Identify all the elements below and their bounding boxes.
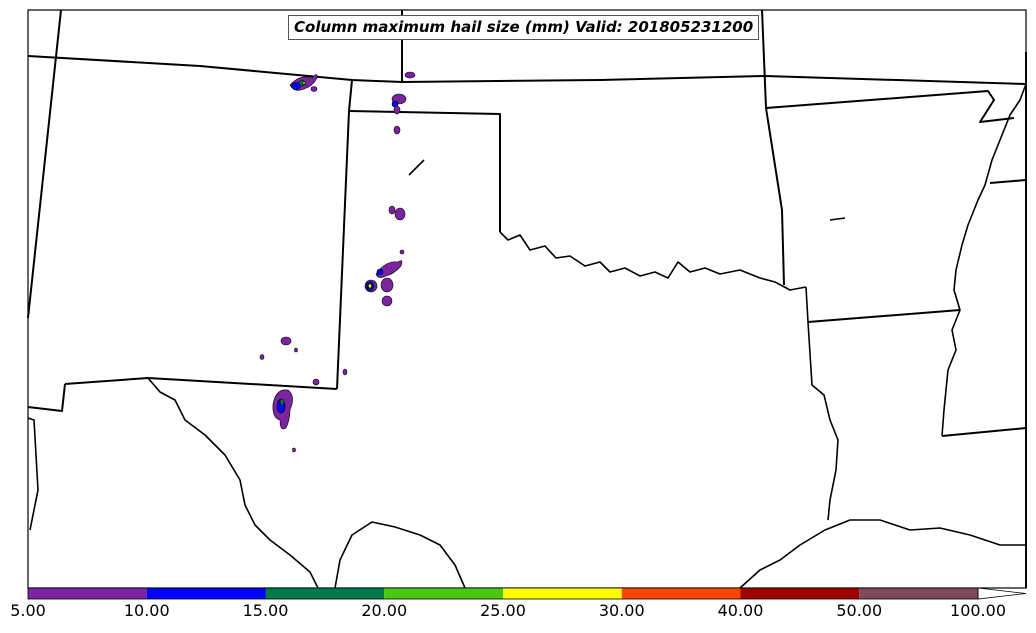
red-river — [499, 231, 807, 291]
hail-cell — [404, 71, 416, 79]
rivers-coast — [27, 83, 1027, 589]
colorbar-tick-label: 15.00 — [242, 601, 289, 620]
hail-cell — [301, 81, 307, 85]
hail-cell — [291, 82, 301, 90]
border-ut-az — [27, 9, 62, 319]
colorbar-tick-label: 5.00 — [10, 601, 46, 620]
colorbar-bin — [28, 588, 147, 599]
colorbar-bin — [621, 588, 741, 599]
colorbar-tick-label: 40.00 — [717, 601, 764, 620]
colorbar-tick-label: 25.00 — [480, 601, 526, 620]
hail-cell — [342, 368, 348, 376]
hail-cell — [393, 125, 401, 135]
hail-cell — [380, 277, 394, 293]
colorbar-bin — [146, 588, 266, 599]
hail-cell — [393, 105, 401, 115]
hail-cell — [312, 378, 320, 386]
colorbar-bin — [503, 588, 622, 599]
colorbar-extend — [977, 587, 1027, 600]
border-ok-ar — [765, 107, 785, 286]
colorbar-tick-label: 10.00 — [123, 601, 170, 620]
hail-cell — [388, 205, 396, 215]
colorbar-bin — [740, 588, 860, 599]
sabine-river — [805, 286, 839, 521]
border-ar-la — [807, 309, 961, 323]
hail-cell — [259, 354, 265, 360]
rio-grande-east — [334, 521, 466, 589]
colorbar-bin — [265, 588, 385, 599]
hail-cell — [394, 207, 406, 221]
map-title: Column maximum hail size (mm) Valid: 201… — [288, 15, 760, 40]
hail-cell — [399, 249, 405, 255]
colorbar-outline — [27, 587, 979, 600]
small-lake-2 — [829, 217, 846, 221]
hail-cell — [368, 283, 372, 289]
hail-contours — [259, 71, 416, 453]
small-lake — [408, 159, 425, 176]
hail-cell — [280, 336, 292, 346]
colorbar-tick-label: 100.00 — [950, 601, 1006, 620]
hail-cell — [310, 86, 318, 92]
border-la-ms — [941, 427, 1027, 437]
border-mo-ky — [989, 179, 1027, 184]
mississippi-river — [941, 83, 1027, 437]
border-co-nm — [348, 79, 353, 112]
colorbar — [27, 587, 1027, 600]
az-border — [27, 417, 39, 531]
colorbar-tick-label: 50.00 — [836, 601, 883, 620]
hail-cell — [294, 347, 298, 353]
colorbar-tick-label: 20.00 — [361, 601, 408, 620]
colorbar-tick-label: 30.00 — [598, 601, 645, 620]
colorbar-bin — [859, 588, 978, 599]
hail-cell — [292, 447, 296, 453]
hail-cell — [381, 295, 393, 307]
colorbar-bin — [384, 588, 503, 599]
border-nm-tx — [336, 110, 350, 390]
gulf-coast — [739, 519, 1026, 589]
map-frame — [27, 9, 1027, 589]
hail-cell — [279, 398, 285, 406]
hail-cell — [376, 268, 384, 276]
rio-grande — [147, 377, 319, 589]
border-ks-mo — [761, 9, 1015, 123]
border-az-nm-south — [27, 383, 66, 412]
